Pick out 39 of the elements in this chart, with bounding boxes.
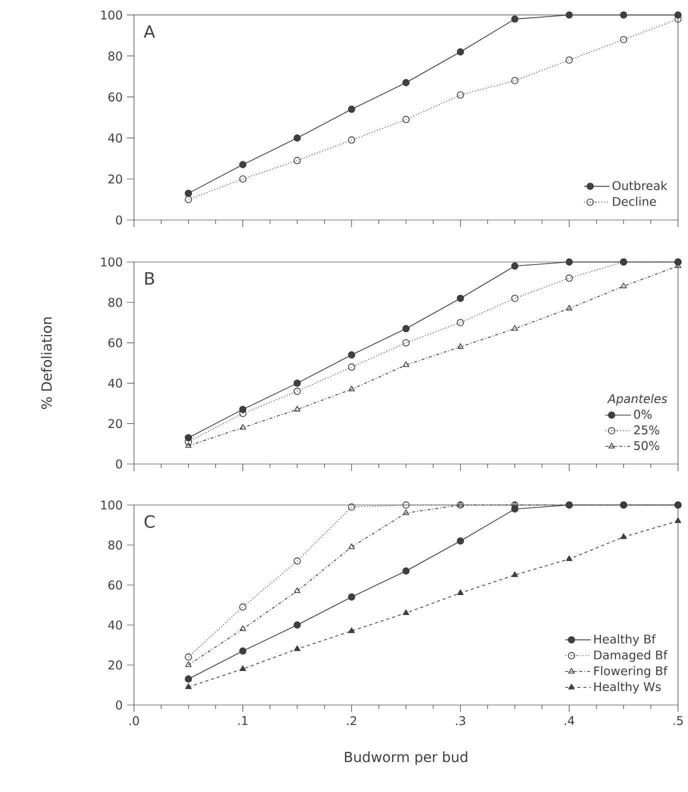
y-tick-label: 0 [116, 215, 122, 225]
legend-label: Damaged Bf [594, 650, 668, 662]
y-tick-label: 20 [108, 174, 122, 184]
legend-label: Outbreak [612, 180, 668, 190]
y-tick-label: 40 [108, 133, 122, 143]
chart-title: A [144, 25, 156, 38]
y-tick-label: 80 [108, 298, 122, 307]
y-axis-title: % Defoliation [41, 317, 52, 409]
y-tick-label: 100 [101, 257, 122, 267]
y-tick-label: 100 [101, 10, 122, 20]
x-tick-label: .4 [564, 716, 574, 725]
legend-label: Healthy Ws [594, 682, 661, 694]
legend-title: Apanteles [607, 394, 668, 406]
legend-label: Healthy Bf [594, 634, 656, 646]
x-tick-label: .0 [130, 716, 140, 726]
x-axis-title: Budworm per bud [345, 751, 468, 765]
y-tick-label: 40 [108, 620, 122, 630]
y-tick-label: 0 [116, 459, 122, 469]
chart-title: B [145, 272, 154, 285]
y-tick-label: 80 [108, 540, 122, 550]
legend-label: Decline [613, 196, 656, 206]
x-tick-label: .3 [456, 716, 466, 726]
legend-label: Flowering Bf [594, 666, 668, 678]
y-tick-label: 20 [108, 660, 122, 670]
legend-label: 25% [634, 425, 660, 434]
legend-label: 0% [634, 410, 652, 419]
y-tick-label: 40 [108, 378, 122, 388]
y-tick-label: 60 [108, 92, 122, 102]
y-tick-label: 60 [108, 338, 122, 348]
y-tick-label: 80 [108, 51, 122, 61]
y-tick-label: 20 [108, 419, 122, 428]
y-tick-label: 100 [101, 500, 122, 510]
legend-label: 50% [634, 441, 660, 450]
y-tick-label: 60 [108, 580, 122, 590]
chart-title: C [144, 515, 155, 528]
y-tick-label: 0 [116, 700, 122, 710]
x-tick-label: .2 [347, 716, 356, 726]
x-tick-label: .5 [674, 716, 683, 726]
x-tick-label: .1 [238, 716, 248, 725]
